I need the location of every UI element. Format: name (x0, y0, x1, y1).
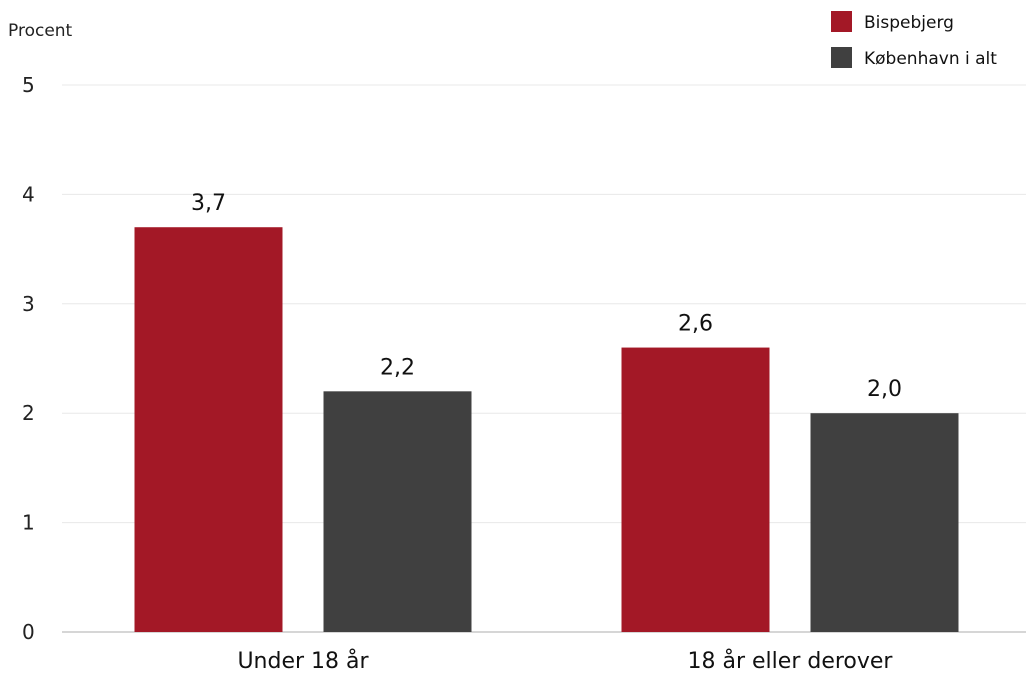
bar-bispebjerg-0 (134, 227, 283, 632)
x-category-label: 18 år eller derover (688, 648, 894, 674)
bar-koebenhavn-1 (810, 413, 959, 632)
bar-koebenhavn-0 (323, 391, 472, 632)
x-axis-categories: Under 18 år 18 år eller derover (237, 648, 893, 674)
legend-label: Bispebjerg (864, 13, 954, 33)
y-tick-label: 5 (22, 73, 35, 97)
y-tick-label: 3 (22, 292, 35, 316)
y-axis-ticks: 0 1 2 3 4 5 (22, 73, 35, 644)
legend-swatch (831, 47, 852, 68)
y-tick-label: 4 (22, 182, 35, 206)
value-label: 2,0 (867, 377, 902, 402)
y-tick-label: 1 (22, 511, 35, 535)
bars (134, 227, 959, 632)
y-tick-label: 2 (22, 401, 35, 425)
value-labels: 3,7 2,6 2,2 2,0 (191, 191, 902, 402)
legend-swatch (831, 11, 852, 32)
value-label: 3,7 (191, 191, 226, 216)
y-tick-label: 0 (22, 620, 35, 644)
legend: Bispebjerg København i alt (831, 11, 997, 69)
x-category-label: Under 18 år (237, 648, 369, 674)
legend-label: København i alt (864, 49, 997, 69)
value-label: 2,2 (380, 355, 415, 380)
value-label: 2,6 (678, 312, 713, 337)
bar-bispebjerg-1 (621, 347, 770, 632)
y-axis-label: Procent (8, 21, 73, 41)
